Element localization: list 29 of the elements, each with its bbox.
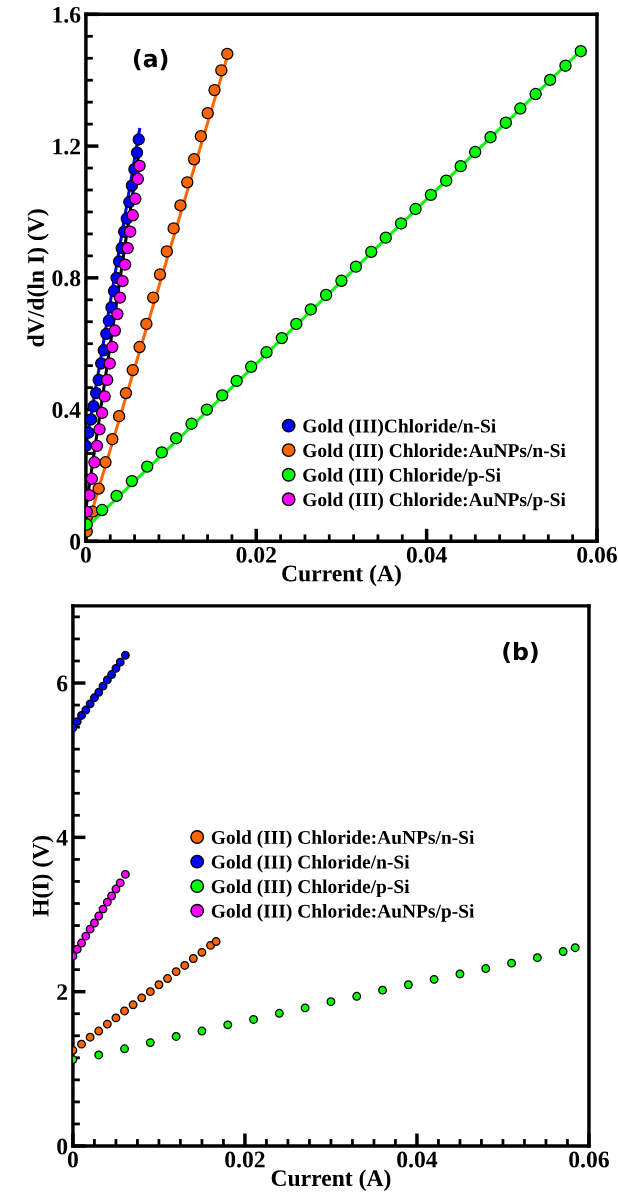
y-axis-title: H(I) (V) — [32, 835, 54, 917]
x-tick-label: 0.04 — [406, 546, 447, 563]
y-tick-label: 6 — [57, 675, 68, 692]
legend-label: Gold (III) Chloride:AuNPs/n-Si — [303, 443, 566, 462]
annotation: (b) — [503, 641, 538, 663]
x-tick-label: 0.06 — [577, 546, 617, 563]
y-tick-label: 1.6 — [53, 6, 81, 23]
legend-label: Gold (III) Chloride:AuNPs/n-Si — [211, 830, 475, 848]
legend-label: Gold (III) Chloride:AuNPs/p-Si — [303, 492, 566, 511]
y-axis-title: dV/d(ln I) (V) — [27, 209, 49, 347]
x-tick-label: 0.02 — [236, 546, 276, 563]
legend-label: Gold (III) Chloride/n-Si — [211, 854, 410, 873]
legend-label: Gold (III) Chloride:AuNPs/p-Si — [211, 904, 475, 922]
y-tick-label: 0.8 — [52, 270, 81, 287]
legend-label: Gold (III) Chloride/p-Si — [303, 468, 501, 486]
y-tick-label: 1.2 — [53, 138, 81, 155]
legend-label: Gold (III) Chloride/p-Si — [211, 879, 410, 898]
legend-label: Gold (III)Chloride/n-Si — [303, 418, 496, 437]
x-axis-title: Current (A) — [282, 564, 401, 587]
annotation: (a) — [133, 49, 168, 71]
x-tick-label: 0.04 — [397, 1151, 438, 1168]
x-tick-label: 0.06 — [569, 1151, 609, 1168]
x-tick-label: 0.02 — [225, 1151, 265, 1168]
y-tick-label: 0 — [70, 533, 81, 550]
y-tick-label: 2 — [57, 984, 68, 1000]
y-tick-label: 0.4 — [52, 402, 81, 419]
x-axis-title: Current (A) — [271, 1169, 391, 1191]
y-tick-label: 4 — [56, 830, 68, 846]
y-tick-label: 0 — [57, 1138, 68, 1155]
